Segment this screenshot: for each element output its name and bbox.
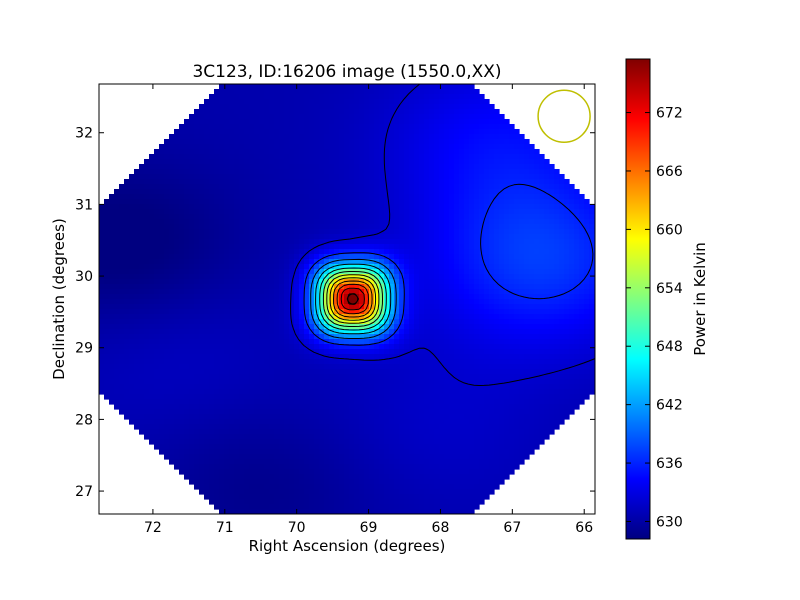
x-tick-label: 67 xyxy=(503,520,521,536)
colorbar-label: Power in Kelvin xyxy=(691,242,709,356)
contour-line xyxy=(303,183,594,346)
colorbar: 630 636 642 648 654 660 666 672 Power in Kelvin xyxy=(625,58,709,540)
contour-lines xyxy=(290,84,595,386)
colorbar-ticks: 630 636 642 648 654 660 666 672 xyxy=(626,106,683,530)
x-axis: 72 71 70 69 68 67 66 xyxy=(144,84,593,536)
colorbar-tick-label: 654 xyxy=(656,281,683,297)
plot-area: 72 71 70 69 68 67 66 27 28 29 30 31 32 xyxy=(75,83,596,536)
x-tick-label: 69 xyxy=(360,520,378,536)
contour-line xyxy=(329,277,377,321)
contour-line xyxy=(333,280,373,318)
colorbar-tick-label: 660 xyxy=(656,222,683,238)
colorbar-tick-label: 642 xyxy=(656,398,683,414)
colorbar-bar xyxy=(625,58,651,540)
contour-line xyxy=(322,271,383,327)
beam-circle xyxy=(537,89,591,143)
contour-line xyxy=(340,287,365,311)
colorbar-tick-label: 648 xyxy=(656,339,683,355)
contour-line xyxy=(319,267,387,331)
contour-line xyxy=(315,263,392,335)
x-tick-label: 68 xyxy=(432,520,450,536)
y-tick-label: 28 xyxy=(75,412,93,428)
x-tick-label: 71 xyxy=(216,520,234,536)
chart-title: 3C123, ID:16206 image (1550.0,XX) xyxy=(192,62,501,82)
x-axis-label: Right Ascension (degrees) xyxy=(249,537,446,555)
source-peak-marker xyxy=(347,293,359,305)
y-tick-label: 30 xyxy=(75,269,93,285)
y-tick-label: 27 xyxy=(75,484,93,500)
y-axis: 27 28 29 30 31 32 xyxy=(75,126,595,500)
y-tick-label: 29 xyxy=(75,341,93,357)
x-tick-label: 72 xyxy=(144,520,162,536)
y-tick-label: 31 xyxy=(75,197,93,213)
x-tick-label: 70 xyxy=(288,520,306,536)
colorbar-tick-label: 666 xyxy=(656,164,683,180)
y-tick-label: 32 xyxy=(75,126,93,142)
y-axis-label: Declination (degrees) xyxy=(50,218,68,380)
contour-line xyxy=(290,84,595,386)
colorbar-tick-label: 636 xyxy=(656,456,683,472)
contour-line xyxy=(336,283,369,315)
colorbar-tick-label: 630 xyxy=(656,514,683,530)
colorbar-tick-label: 672 xyxy=(656,106,683,122)
x-tick-label: 66 xyxy=(575,520,593,536)
contour-line xyxy=(310,258,397,339)
plot-frame xyxy=(98,83,596,515)
heatmap-image xyxy=(99,84,595,514)
contour-line xyxy=(326,274,380,324)
